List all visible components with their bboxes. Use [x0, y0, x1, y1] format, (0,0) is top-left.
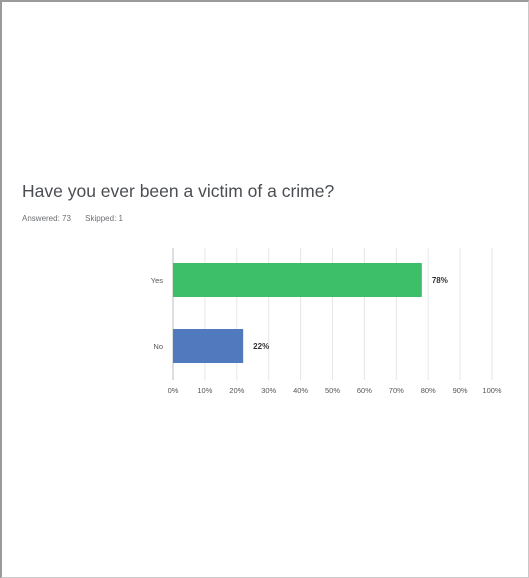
x-tick-label: 80%	[421, 386, 436, 395]
bar	[173, 263, 422, 297]
x-tick-label: 50%	[325, 386, 340, 395]
x-tick-label: 70%	[389, 386, 404, 395]
answered-count: Answered: 73	[22, 214, 71, 223]
x-tick-label: 30%	[261, 386, 276, 395]
data-label: 22%	[253, 342, 269, 351]
bar	[173, 329, 244, 363]
x-tick-label: 90%	[453, 386, 468, 395]
x-tick-label: 60%	[357, 386, 372, 395]
x-tick-label: 10%	[197, 386, 212, 395]
x-tick-label: 0%	[168, 386, 179, 395]
data-label: 78%	[432, 276, 448, 285]
category-label: Yes	[151, 276, 163, 285]
x-tick-label: 100%	[482, 386, 502, 395]
skipped-count: Skipped: 1	[85, 214, 123, 223]
x-tick-label: 20%	[229, 386, 244, 395]
x-tick-label: 40%	[293, 386, 308, 395]
category-label: No	[153, 342, 163, 351]
question-title: Have you ever been a victim of a crime?	[22, 181, 335, 201]
response-stats: Answered: 73 Skipped: 1	[22, 214, 135, 223]
